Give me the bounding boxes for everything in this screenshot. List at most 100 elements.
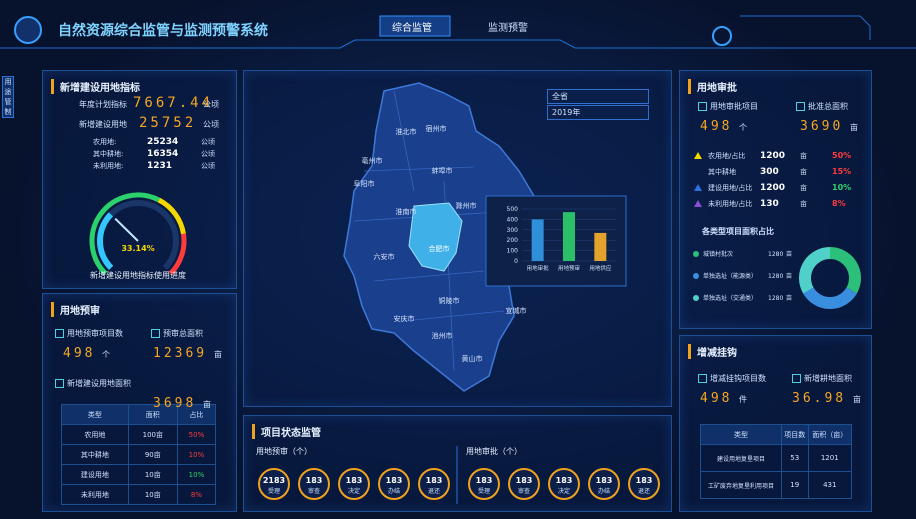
city-label: 亳州市 (362, 156, 383, 165)
label: 增减挂钩项目数 (710, 374, 766, 383)
panel-title: 用地审批 (688, 79, 737, 94)
city-label: 安庆市 (394, 314, 415, 323)
icon (55, 379, 64, 388)
value: 3690 (800, 119, 844, 134)
status-ring (468, 468, 500, 500)
legend-dot (693, 295, 699, 301)
select-text: 全省 (552, 92, 568, 101)
select[interactable]: 全省 (547, 89, 649, 104)
city-label: 淮南市 (396, 207, 417, 216)
status-ring (338, 468, 370, 500)
status-label: 退还 (428, 487, 440, 495)
donut-segment (799, 247, 831, 294)
table-row: 农用地 100亩 50% (61, 424, 217, 445)
value: 25752 (139, 115, 197, 131)
icon (151, 329, 160, 338)
legend-value: 1280 (768, 251, 783, 258)
panel: 项目状态监管 用地预审（个） 2183 受理 183 审查 183 决定 183 办结 183 退还… (243, 415, 672, 512)
unit: 亩 (800, 184, 807, 192)
gauge-band (89, 192, 161, 276)
cell: 53 (780, 444, 809, 472)
city-label: 阜阳市 (354, 179, 375, 188)
legend-value: 1280 (768, 295, 783, 302)
tab[interactable]: 监测预警 (488, 23, 528, 34)
percent: 8% (832, 199, 846, 208)
city-label: 滁州市 (456, 201, 477, 210)
donut-segment (829, 247, 861, 294)
status-label: 审查 (308, 487, 320, 495)
y-tick-label: 0 (514, 258, 518, 265)
cell: 431 (807, 471, 852, 499)
cell: 100亩 (127, 424, 178, 445)
icon (792, 374, 801, 383)
select[interactable]: 2019年 (547, 105, 649, 120)
label: 用地预审项目数 (67, 329, 123, 338)
tab[interactable]: 综合监管 (392, 23, 432, 34)
status-label: 决定 (558, 487, 570, 495)
label: 新增耕地面积 (804, 374, 852, 383)
status-label: 受理 (268, 487, 280, 495)
value: 25234 (147, 137, 179, 147)
marker (694, 200, 702, 207)
table-header: 类型 面积 占比 (61, 404, 217, 425)
label: 农用地/占比 (708, 152, 746, 160)
table-row: 工矿废弃地复垦利用项目 19 431 (700, 471, 852, 499)
city-label: 铜陵市 (439, 296, 460, 305)
label: 其中耕地: (93, 150, 124, 158)
y-tick-label: 200 (507, 237, 519, 244)
legend-dot (693, 251, 699, 257)
y-tick-label: 100 (507, 248, 519, 255)
header-frame (0, 15, 916, 49)
legend-unit: 亩 (786, 272, 792, 280)
marker (694, 184, 702, 191)
gauge-label: 33.14% (121, 244, 154, 253)
city-label: 合肥市 (429, 244, 450, 253)
cell: 10亩 (127, 464, 178, 485)
cell: 农用地 (61, 424, 129, 445)
status-ring (418, 468, 450, 500)
status-ring (588, 468, 620, 500)
legend-name: 城镇村批次 (703, 250, 733, 258)
highlight-region (408, 202, 463, 272)
status-label: 退还 (638, 487, 650, 495)
unit: 亩 (800, 152, 807, 160)
gauge-band (157, 197, 186, 235)
status-label: 办结 (388, 487, 400, 495)
header-cell: 类型 (700, 424, 782, 445)
status-ring (378, 468, 410, 500)
x-tick-label: 用地供应 (589, 264, 612, 272)
marker (694, 152, 702, 159)
header-cell: 占比 (176, 404, 217, 425)
unit: 亩 (850, 123, 858, 132)
label: 年度计划指标 (79, 100, 127, 109)
cell: 1201 (807, 444, 852, 472)
value: 498 (700, 391, 733, 406)
panel-title: 项目状态监管 (252, 424, 321, 439)
label: 未利用地: (93, 162, 124, 170)
status-value: 183 (426, 476, 443, 485)
icon (796, 102, 805, 111)
gauge-band (168, 233, 187, 276)
cell: 19 (780, 471, 809, 499)
cell: 未利用地 (61, 484, 129, 505)
header-cell: 面积（亩） (807, 424, 852, 445)
legend-name: 单独选址（交通类） (703, 294, 757, 302)
label: 预审总面积 (163, 329, 203, 338)
cell: 10% (176, 444, 217, 465)
unit: 亩 (214, 350, 222, 359)
side-tab[interactable]: 用途管制 (2, 76, 14, 118)
value: 12369 (153, 346, 208, 361)
icon (55, 329, 64, 338)
city-label: 宣城市 (506, 306, 527, 315)
value: 36.98 (792, 391, 847, 406)
cell: 90亩 (127, 444, 178, 465)
panel-title: 新增建设用地指标 (51, 79, 140, 94)
table: 类型 面积 占比 农用地 100亩 50% 其中耕地 90亩 10% 建设用地 10亩 10% 未利用地… (61, 404, 217, 505)
status-value: 183 (476, 476, 493, 485)
map: 0 100 200 300 400 500 用地审批 用地预审 用地供应 淮北市 宿州市亳州市蚌埠… (343, 82, 627, 392)
panel: 用地审批 各类型项目面积占比 城镇村批次 1280 亩单独选址（能源类） 1280 亩单… (679, 70, 872, 329)
status-value: 183 (346, 476, 363, 485)
map-panel: 0 100 200 300 400 500 用地审批 用地预审 用地供应 淮北市 宿州市 亳州市 蚌埠… (243, 70, 672, 407)
status-label: 审查 (518, 487, 530, 495)
